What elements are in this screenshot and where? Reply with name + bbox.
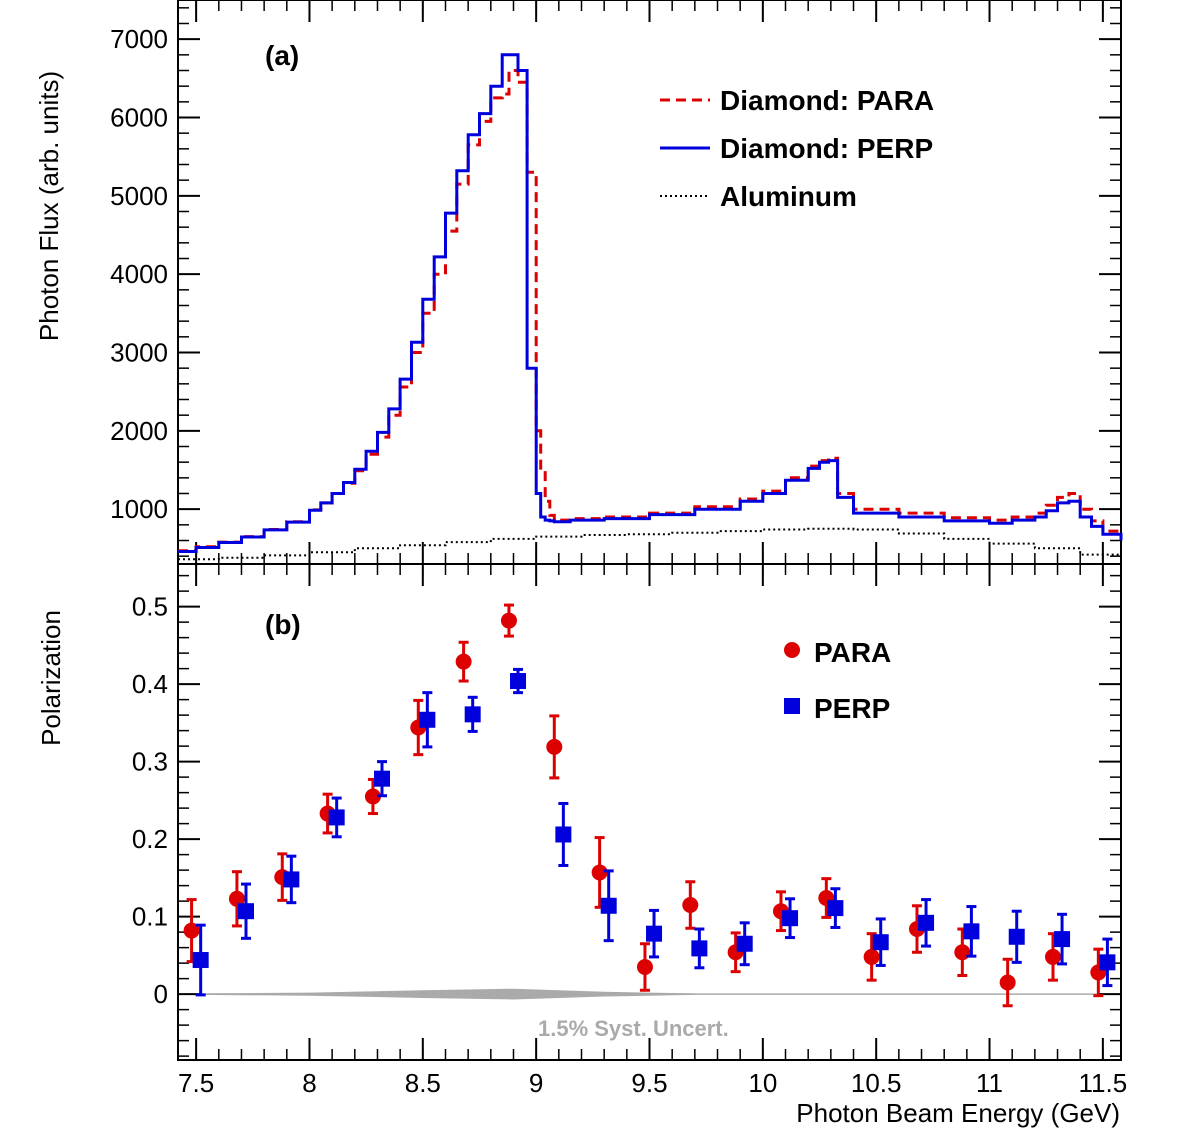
top-axis-ticks: 1000 2000 3000 4000 5000 6000 7000	[110, 0, 1121, 564]
top-y-axis-title: Photon Flux (arb. units)	[34, 71, 64, 341]
top-y-tick-label: 6000	[110, 103, 168, 133]
top-panel-label: (a)	[265, 40, 299, 71]
top-y-tick-label: 5000	[110, 181, 168, 211]
bottom-series-layer	[183, 603, 1116, 1008]
series-diamond-perp	[178, 53, 1123, 553]
data-point-para	[954, 944, 971, 961]
x-tick-label: 8	[302, 1068, 316, 1098]
data-point-perp	[963, 923, 980, 940]
legend-label: PARA	[814, 637, 891, 668]
data-point-perp	[691, 940, 708, 957]
bottom-legend: PARA PERP	[784, 637, 891, 724]
top-series-layer	[178, 53, 1123, 561]
data-point-perp	[1008, 928, 1025, 945]
data-point-para	[183, 922, 200, 939]
data-point-perp	[646, 925, 663, 942]
data-point-perp	[328, 809, 345, 826]
bottom-panel: 1.5% Syst. Uncert. 0 0.1 0.2 0.3 0.4 0.5 7.5 8 8…	[36, 563, 1127, 1128]
data-point-perp	[600, 897, 617, 914]
data-point-para	[682, 897, 699, 913]
top-y-tick-label: 1000	[110, 494, 168, 524]
systematic-uncertainty-band	[178, 988, 1121, 1000]
top-y-tick-label: 3000	[110, 338, 168, 368]
data-point-perp	[238, 903, 255, 920]
bottom-y-tick-label: 0	[154, 979, 168, 1009]
data-point-para	[364, 788, 381, 805]
x-tick-label: 10.5	[851, 1068, 902, 1098]
bottom-y-tick-label: 0.5	[132, 592, 168, 622]
legend-label: Diamond: PERP	[720, 133, 933, 164]
top-legend: Diamond: PARA Diamond: PERP Aluminum	[660, 85, 934, 212]
bottom-y-tick-label: 0.4	[132, 669, 168, 699]
data-point-perp	[872, 934, 889, 951]
bottom-panel-label: (b)	[265, 609, 301, 640]
data-point-para	[546, 738, 563, 755]
data-point-perp	[736, 935, 753, 952]
data-point-perp	[555, 826, 572, 843]
bottom-axis-ticks: 0 0.1 0.2 0.3 0.4 0.5 7.5 8 8.5 9 9.5 10 10.5 11 11.5	[132, 564, 1127, 1098]
x-axis-title: Photon Beam Energy (GeV)	[796, 1098, 1120, 1128]
data-point-perp	[782, 910, 799, 927]
data-point-para	[591, 864, 608, 881]
data-point-perp	[510, 673, 527, 690]
data-point-perp	[283, 871, 300, 888]
top-panel: 1000 2000 3000 4000 5000 6000 7000 (a) Photon …	[34, 0, 1123, 565]
series-diamond-para	[178, 69, 1123, 553]
legend-label: PERP	[814, 693, 890, 724]
x-tick-label: 11	[976, 1068, 1003, 1098]
x-tick-label: 11.5	[1079, 1068, 1128, 1098]
top-y-tick-label: 7000	[110, 24, 168, 54]
legend-label: Aluminum	[720, 181, 857, 212]
data-point-para	[500, 612, 517, 629]
data-point-perp	[464, 706, 481, 723]
series-perp	[192, 667, 1116, 997]
x-tick-label: 8.5	[405, 1068, 441, 1098]
top-y-tick-label: 2000	[110, 416, 168, 446]
data-point-perp	[1099, 954, 1116, 971]
legend-marker-para	[784, 642, 800, 658]
series-para	[183, 603, 1107, 1008]
bottom-y-axis-title: Polarization	[36, 610, 66, 746]
x-tick-label: 9	[529, 1068, 543, 1098]
data-point-para	[228, 890, 245, 907]
data-point-perp	[827, 900, 844, 917]
data-point-para	[863, 948, 880, 965]
data-point-para	[455, 653, 472, 670]
data-point-perp	[419, 711, 436, 728]
data-point-para	[1044, 948, 1061, 965]
x-tick-label: 7.5	[178, 1068, 214, 1098]
bottom-y-tick-label: 0.1	[132, 902, 168, 932]
systematic-band-shape	[196, 988, 695, 1000]
systematic-uncertainty-label: 1.5% Syst. Uncert.	[538, 1016, 729, 1041]
top-plot-frame	[177, 0, 1122, 565]
bottom-y-tick-label: 0.2	[132, 824, 168, 854]
bottom-plot-frame	[177, 563, 1122, 1061]
x-tick-label: 10	[748, 1068, 777, 1098]
data-point-perp	[374, 770, 391, 787]
data-point-perp	[918, 914, 935, 931]
legend-label: Diamond: PARA	[720, 85, 934, 116]
x-tick-label: 9.5	[631, 1068, 667, 1098]
data-point-para	[999, 974, 1016, 991]
data-point-para	[636, 959, 653, 975]
legend-marker-perp	[784, 698, 800, 714]
bottom-y-tick-label: 0.3	[132, 747, 168, 777]
data-point-perp	[1054, 931, 1071, 948]
data-point-perp	[192, 952, 209, 969]
top-y-tick-label: 4000	[110, 259, 168, 289]
